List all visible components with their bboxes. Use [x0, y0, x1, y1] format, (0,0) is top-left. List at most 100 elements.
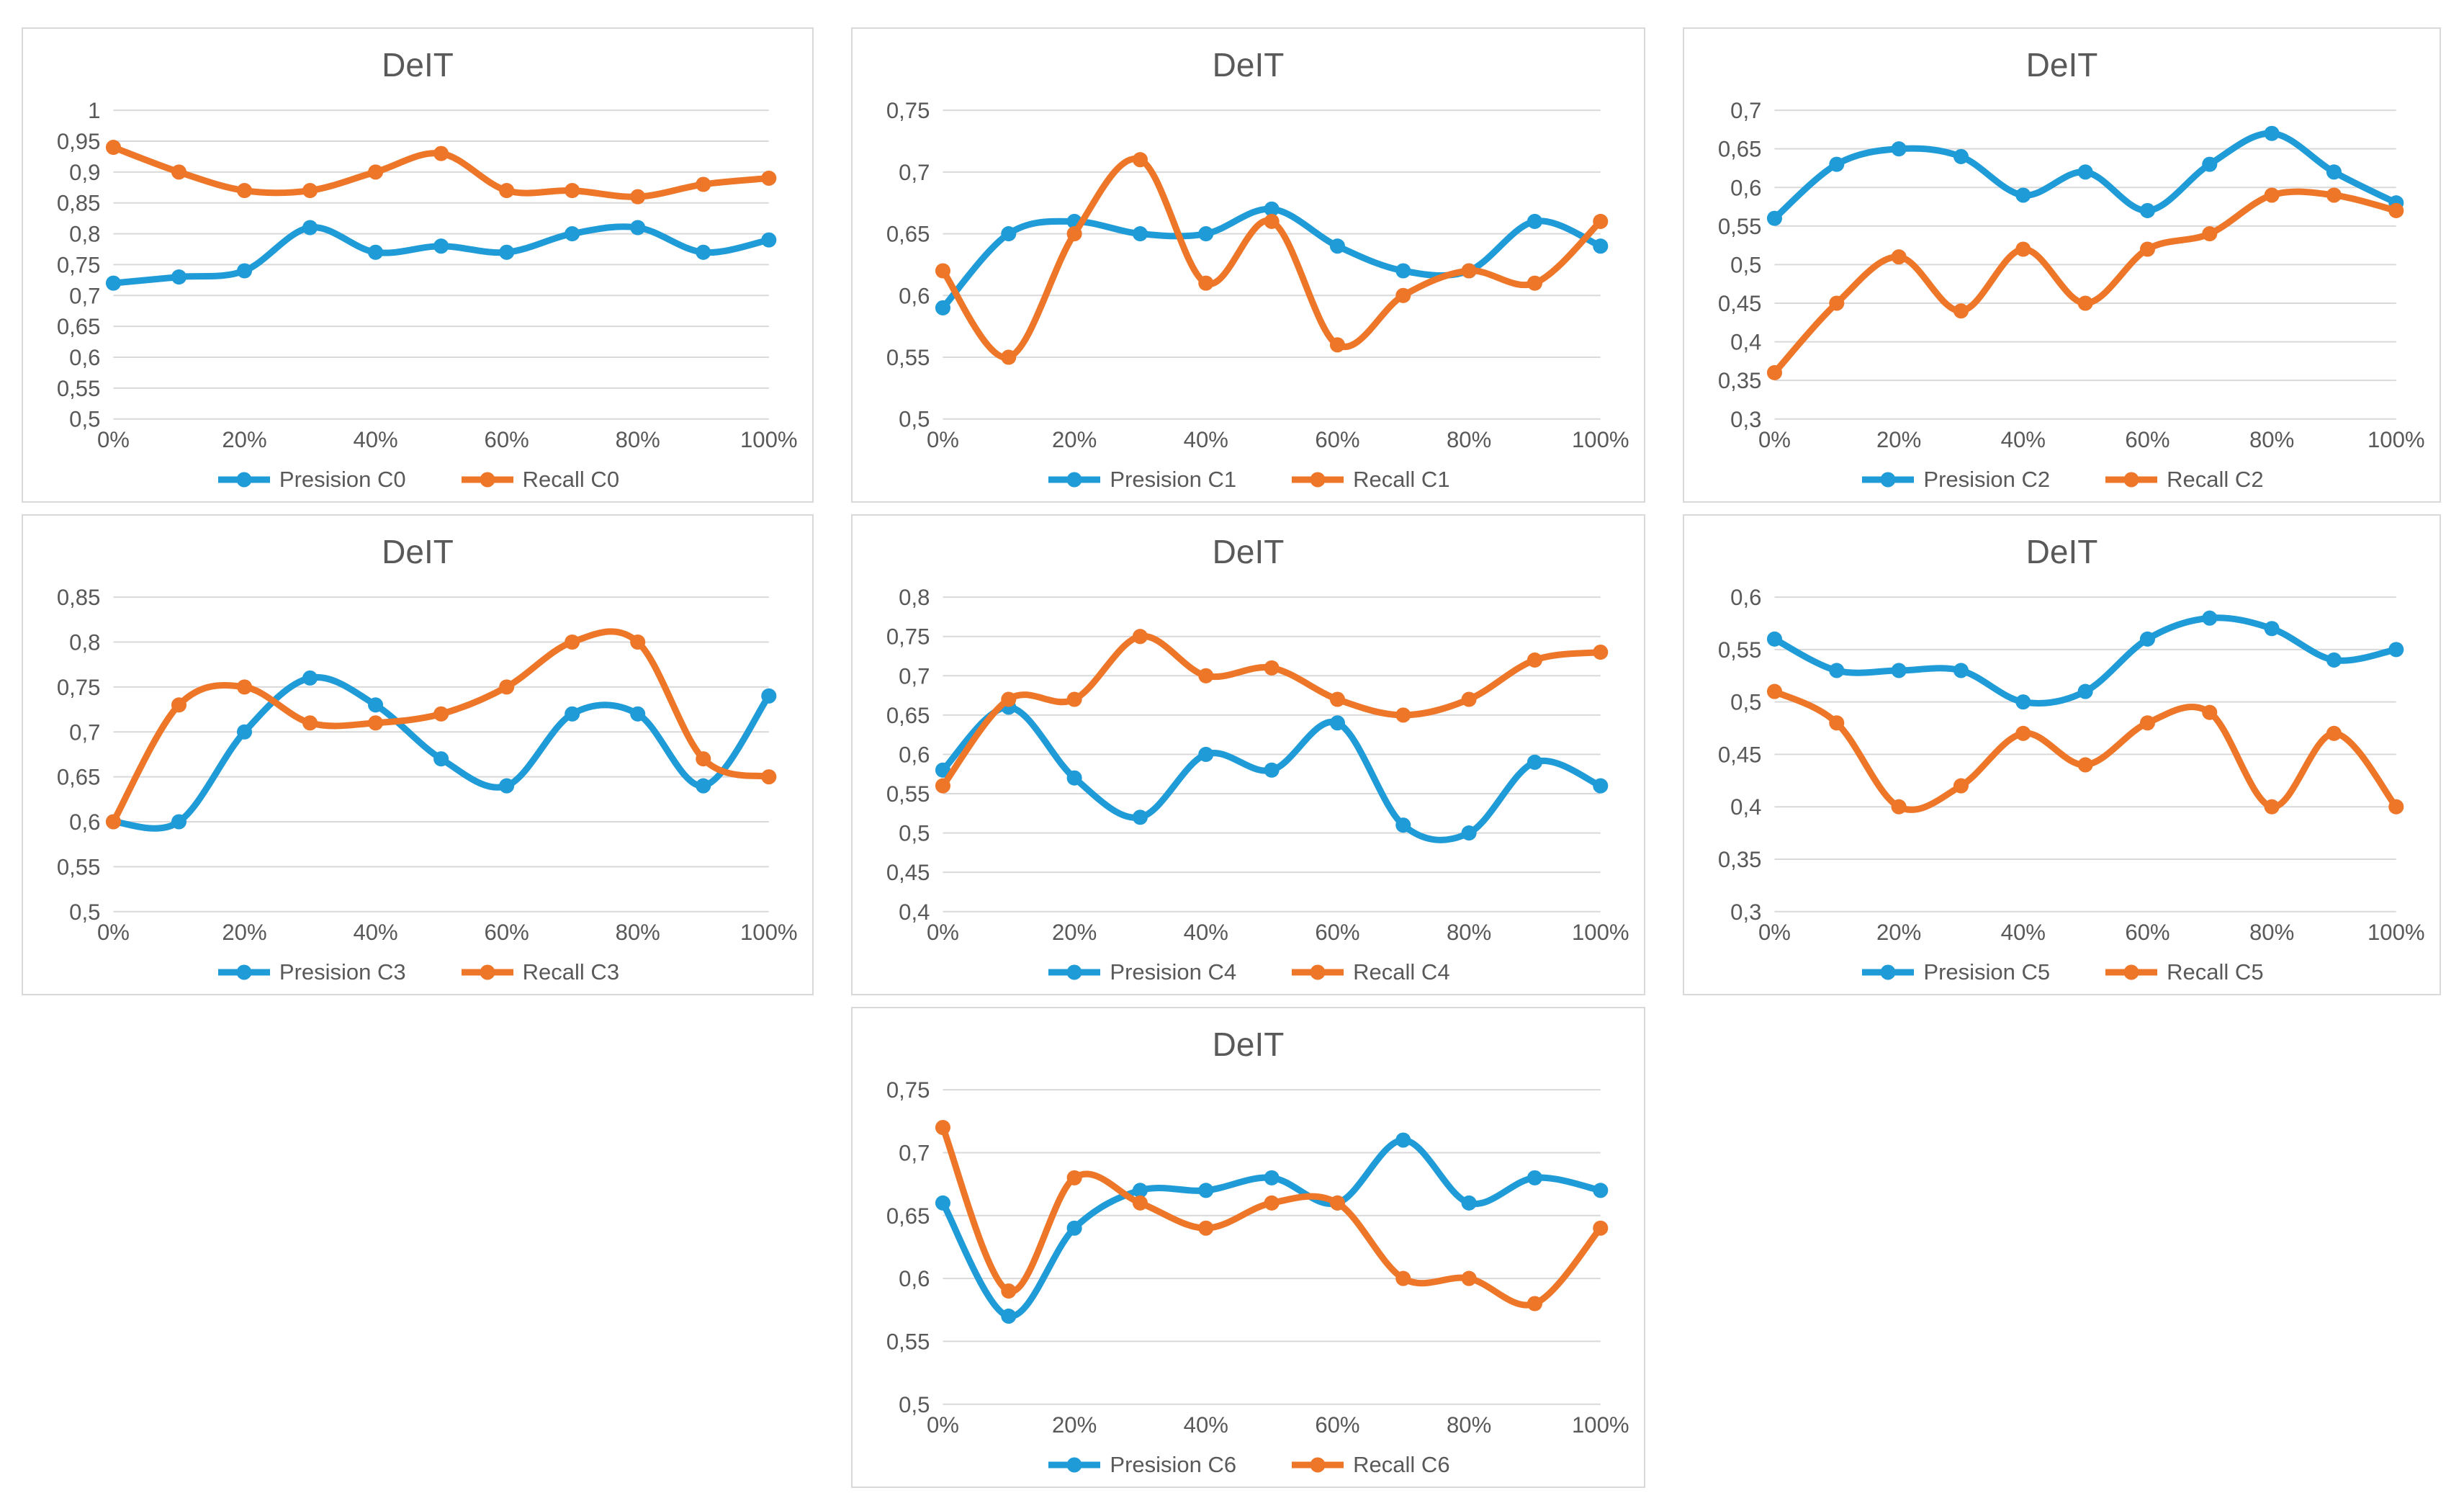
- plot-area: 1 0,95 0,9 0,85 0,8 0,75 0,7 0,65 0,6 0,55 0,50% 20…: [57, 101, 798, 452]
- y-tick-label: 0,5: [899, 1392, 930, 1417]
- y-tick-label: 0,5: [1730, 252, 1761, 277]
- precision-series-markers: [105, 220, 777, 291]
- legend: Presision C3 Recall C3: [23, 951, 812, 994]
- x-tick-label: 40%: [353, 920, 397, 945]
- data-point-marker: [1766, 631, 1783, 647]
- plot-area: 0,85 0,8 0,75 0,7 0,65 0,6 0,55 0,50% 20% 40% 60% 8…: [57, 588, 798, 945]
- data-point-marker: [935, 1195, 950, 1211]
- x-axis-labels: 0% 20% 40% 60% 80% 100%: [97, 920, 798, 945]
- x-tick-label: 20%: [1052, 427, 1097, 452]
- x-tick-label: 80%: [2249, 920, 2294, 945]
- data-point-marker: [761, 170, 777, 186]
- data-point-marker: [761, 232, 777, 248]
- y-tick-label: 0,55: [57, 854, 101, 879]
- data-point-marker: [2015, 241, 2031, 257]
- recall-series-markers: [105, 140, 777, 205]
- y-tick-label: 0,55: [886, 1329, 930, 1354]
- y-tick-label: 0,75: [886, 624, 930, 650]
- y-tick-label: 0,65: [886, 703, 930, 728]
- legend-item-precision: Presision C5: [1860, 959, 2050, 985]
- data-point-marker: [696, 244, 711, 260]
- data-point-marker: [171, 269, 187, 285]
- x-tick-label: 80%: [2249, 427, 2294, 452]
- data-point-marker: [1132, 810, 1148, 825]
- precision-series-markers: [105, 670, 777, 830]
- y-tick-label: 0,3: [1730, 900, 1761, 925]
- y-tick-label: 0,85: [57, 588, 101, 610]
- data-point-marker: [1264, 762, 1280, 778]
- data-point-marker: [1264, 213, 1280, 229]
- data-point-marker: [171, 697, 187, 713]
- y-tick-label: 0,35: [1718, 847, 1762, 872]
- data-point-marker: [368, 715, 384, 731]
- data-point-marker: [1395, 1270, 1411, 1286]
- data-point-marker: [2326, 725, 2342, 741]
- x-tick-label: 40%: [353, 427, 397, 452]
- legend-item-recall: Recall C2: [2103, 467, 2264, 493]
- data-point-marker: [433, 145, 449, 161]
- data-point-marker: [236, 263, 253, 279]
- y-tick-label: 0,8: [69, 630, 100, 655]
- data-point-marker: [2202, 226, 2218, 242]
- data-point-marker: [1198, 226, 1214, 242]
- data-point-marker: [2326, 652, 2342, 668]
- legend-label-precision: Presision C1: [1110, 467, 1237, 492]
- y-tick-label: 0,65: [57, 314, 101, 339]
- data-point-marker: [1132, 152, 1148, 168]
- data-point-marker: [1461, 263, 1477, 279]
- y-tick-label: 0,8: [899, 588, 930, 610]
- y-tick-label: 0,7: [899, 663, 930, 689]
- data-point-marker: [565, 634, 580, 650]
- data-point-marker: [105, 814, 121, 830]
- chart-title: DeIT: [2025, 533, 2098, 570]
- data-point-marker: [1066, 691, 1082, 707]
- x-tick-label: 40%: [1184, 427, 1228, 452]
- data-point-marker: [2077, 295, 2093, 311]
- y-tick-label: 0,6: [899, 742, 930, 767]
- precision-series-markers: [1766, 610, 2404, 710]
- legend-item-recall: Recall C5: [2103, 959, 2264, 985]
- recall-series-marker-icon: [1292, 1457, 1344, 1473]
- x-tick-label: 20%: [1052, 920, 1097, 945]
- data-point-marker: [105, 140, 121, 156]
- data-point-marker: [1461, 1195, 1477, 1211]
- data-point-marker: [1329, 337, 1345, 353]
- data-point-marker: [1526, 213, 1542, 229]
- x-tick-label: 80%: [616, 920, 660, 945]
- legend-label-precision: Presision C0: [279, 467, 406, 492]
- data-point-marker: [1593, 238, 1609, 254]
- data-point-marker: [1395, 287, 1411, 303]
- data-point-marker: [2139, 202, 2155, 218]
- data-point-marker: [1001, 349, 1017, 365]
- recall-series-marker-icon: [2105, 964, 2158, 980]
- y-tick-label: 0,6: [1730, 175, 1761, 200]
- data-point-marker: [1766, 683, 1783, 699]
- data-point-marker: [1766, 364, 1783, 380]
- data-point-marker: [368, 244, 384, 260]
- x-tick-label: 40%: [1184, 1412, 1228, 1438]
- data-point-marker: [171, 164, 187, 180]
- chart-title: DeIT: [382, 46, 454, 84]
- recall-series-marker-icon: [461, 472, 513, 488]
- y-tick-label: 0,5: [1730, 690, 1761, 715]
- data-point-marker: [1066, 1170, 1082, 1185]
- chart-c3: DeIT 0,85 0,8 0,75 0,7 0,65 0,6 0,55 0,5 0% 20% 40…: [22, 514, 814, 995]
- data-point-marker: [1329, 691, 1345, 707]
- legend-item-precision: Presision C3: [216, 959, 406, 985]
- chart-c0: DeIT 1 0,95 0,9 0,85 0,8 0,75 0,7 0,65 0,6 0,55 0,…: [22, 27, 814, 503]
- y-tick-label: 0,45: [1718, 291, 1762, 316]
- x-tick-label: 20%: [222, 920, 266, 945]
- data-point-marker: [433, 751, 449, 767]
- legend: Presision C6 Recall C6: [853, 1443, 1644, 1487]
- data-point-marker: [1891, 249, 1907, 265]
- legend: Presision C2 Recall C2: [1684, 458, 2440, 501]
- y-tick-label: 0,5: [69, 900, 100, 925]
- data-point-marker: [2202, 704, 2218, 720]
- y-tick-label: 0,4: [1730, 330, 1761, 355]
- gridlines: [943, 596, 1601, 913]
- data-point-marker: [2015, 187, 2031, 203]
- gridlines: [113, 109, 769, 420]
- chart-title: DeIT: [1212, 46, 1285, 84]
- legend-item-precision: Presision C2: [1860, 467, 2050, 493]
